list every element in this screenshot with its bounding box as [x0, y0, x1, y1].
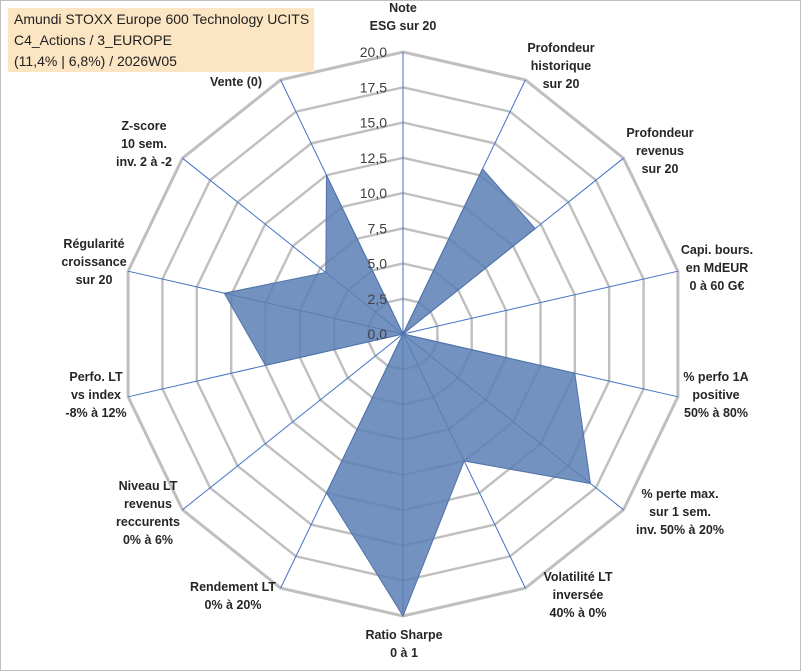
axis-label: Perfo. LT vs index -8% à 12% [65, 370, 126, 420]
axis-label: Régularité croissance sur 20 [61, 237, 126, 287]
title-line-2: C4_Actions / 3_EUROPE [14, 32, 172, 48]
axis-label: Z-score 10 sem. inv. 2 à -2 [116, 119, 172, 169]
axis-label: Capi. bours. en MdEUR 0 à 60 G€ [681, 243, 753, 293]
tick-label: 10,0 [360, 185, 387, 201]
axis-label: Niveau LT revenus reccurents 0% à 6% [116, 479, 180, 547]
axis-label: Volatilité LT inversée 40% à 0% [544, 570, 613, 620]
axis-label: % perfo 1A positive 50% à 80% [683, 370, 748, 420]
axis-label: Profondeur revenus sur 20 [626, 126, 693, 176]
tick-label: 20,0 [360, 44, 387, 60]
tick-label: 12,5 [360, 150, 387, 166]
tick-label: 15,0 [360, 115, 387, 131]
axis-label: Note ESG sur 20 [370, 1, 437, 33]
title-line-3: (11,4% | 6,8%) / 2026W05 [14, 53, 177, 69]
title-line-1: Amundi STOXX Europe 600 Technology UCITS [14, 11, 310, 27]
axis-label: % perte max. sur 1 sem. inv. 50% à 20% [636, 487, 724, 537]
tick-label: 2,5 [368, 291, 388, 307]
axis-label: Ratio Sharpe 0 à 1 [365, 628, 442, 660]
axis-label: Rendement LT 0% à 20% [190, 580, 276, 612]
tick-label: 7,5 [368, 220, 388, 236]
series-area [223, 168, 591, 618]
axis-label: Profondeur historique sur 20 [527, 41, 594, 91]
radial-tick-labels: 0,0 2,5 5,0 7,5 10,0 12,5 15,0 17,5 20,0 [360, 44, 387, 342]
chart-title-box: Amundi STOXX Europe 600 Technology UCITS… [8, 8, 314, 72]
tick-label: 5,0 [368, 256, 388, 272]
tick-label: 17,5 [360, 79, 387, 95]
axis-spoke [182, 333, 404, 511]
axis-spoke [402, 270, 679, 335]
tick-label: 0,0 [368, 326, 388, 342]
